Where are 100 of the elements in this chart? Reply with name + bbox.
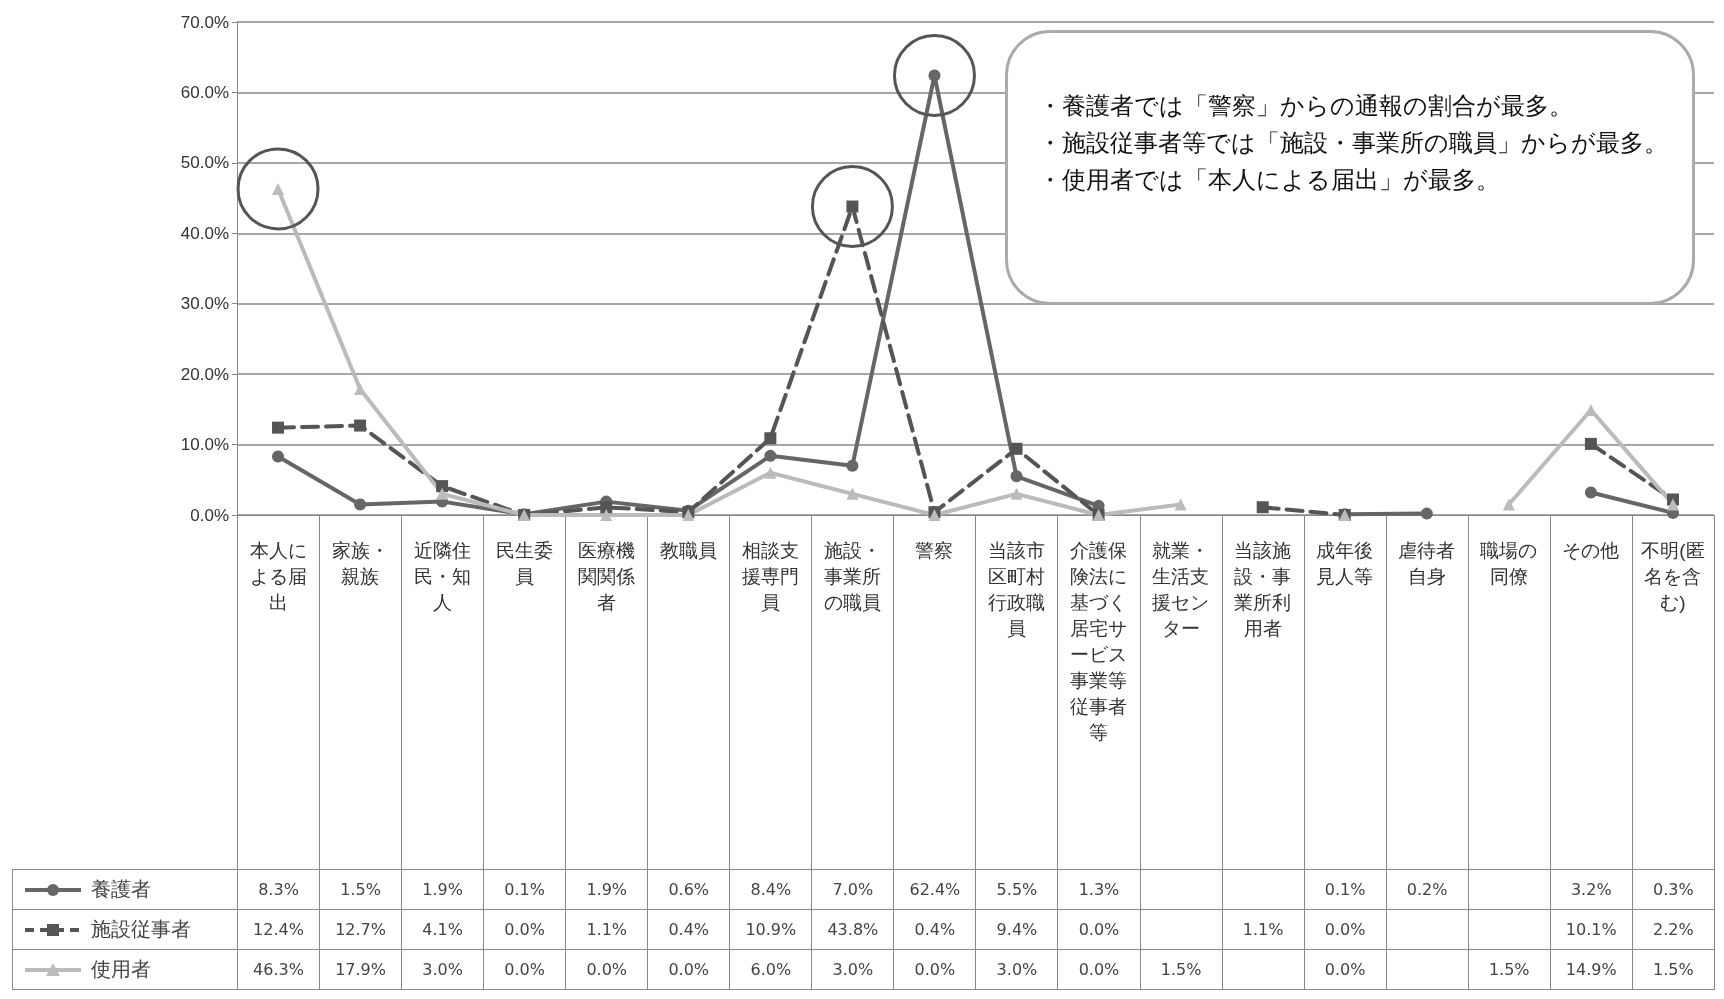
y-tick-label: 50.0%	[180, 153, 229, 173]
annotation: ・施設従事者等では「施設・事業所の職員」からが最多。	[1038, 128, 1669, 159]
data-label: 3.2%	[1550, 869, 1633, 910]
point	[1256, 501, 1269, 514]
data-label: 7.0%	[811, 869, 894, 910]
x-tick-label: 警察	[915, 539, 954, 561]
data-label: 0.0%	[893, 949, 976, 990]
data-label: 0.2%	[1386, 869, 1469, 910]
data-label: 0.0%	[647, 949, 730, 990]
y-tick-label: 20.0%	[180, 364, 229, 384]
legend-label: 施設従事者	[91, 916, 191, 943]
point	[928, 69, 941, 82]
callout-box: ・養護者では「警察」からの通報の割合が最多。 ・施設従事者等では「施設・事業所の職員」からが最多。 ・使用者では「本人による届出」が最多。	[1005, 30, 1695, 305]
x-tick-label: 民生委員	[495, 539, 553, 587]
point	[354, 498, 367, 511]
x-tick-label: 当該市区町村行政職員	[988, 539, 1046, 639]
x-tick-label: 就業・生活支援センター	[1152, 539, 1210, 639]
y-tick-label: 70.0%	[180, 12, 229, 32]
x-tick-label: 相談支援専門員	[741, 539, 799, 613]
legend-label: 養護者	[91, 876, 151, 903]
point	[1010, 442, 1023, 455]
point	[846, 487, 859, 500]
data-label: 17.9%	[319, 949, 402, 990]
data-label: 3.0%	[975, 949, 1058, 990]
y-tick-label: 60.0%	[180, 82, 229, 102]
x-tick-label: 施設・事業所の職員	[823, 539, 881, 613]
data-label: 0.3%	[1632, 869, 1715, 910]
x-tick-label: 家族・親族	[331, 539, 389, 587]
annotation: ・使用者では「本人による届出」が最多。	[1038, 165, 1501, 196]
x-tick-label: 教職員	[659, 539, 717, 561]
x-tick-label: その他	[1562, 539, 1620, 561]
data-label: 4.1%	[401, 909, 484, 950]
point	[846, 459, 859, 472]
data-label: 3.0%	[401, 949, 484, 990]
x-tick-label: 医療機関関係者	[577, 539, 635, 613]
point	[600, 501, 613, 514]
data-label: 12.7%	[319, 909, 402, 950]
x-tick-label: 介護保険法に基づく居宅サービス事業等従事者等	[1070, 539, 1128, 743]
data-label: 0.0%	[483, 949, 566, 990]
data-label: 1.5%	[1468, 949, 1551, 990]
point	[764, 432, 777, 445]
data-label: 0.0%	[1057, 949, 1141, 990]
data-label: 1.9%	[565, 869, 648, 910]
x-tick-label: 本人による届出	[249, 539, 307, 613]
data-label: 0.4%	[893, 909, 976, 950]
point	[764, 449, 777, 462]
data-label: 10.9%	[729, 909, 812, 950]
data-label: 1.9%	[401, 869, 484, 910]
data-label: 1.5%	[1140, 949, 1223, 990]
data-label: 3.0%	[811, 949, 894, 990]
data-label: 62.4%	[893, 869, 976, 910]
x-tick-label: 当該施設・事業所利用者	[1234, 539, 1292, 639]
data-label: 0.6%	[647, 869, 730, 910]
legend-label: 使用者	[91, 956, 151, 983]
point	[600, 509, 613, 521]
data-label: 6.0%	[729, 949, 812, 990]
data-label: 0.1%	[483, 869, 566, 910]
point	[1010, 487, 1023, 500]
point	[272, 421, 285, 434]
y-tick-label: 40.0%	[180, 223, 229, 243]
point	[1584, 486, 1597, 499]
point	[1010, 470, 1023, 483]
y-tick-label: 0.0%	[190, 505, 229, 525]
y-tick-label: 10.0%	[180, 435, 229, 455]
data-label: 46.3%	[237, 949, 320, 990]
data-label: 9.4%	[975, 909, 1058, 950]
point	[1420, 507, 1433, 520]
annotation: ・養護者では「警察」からの通報の割合が最多。	[1038, 91, 1574, 122]
data-label: 0.0%	[483, 909, 566, 950]
point	[272, 182, 285, 195]
point	[1584, 437, 1597, 450]
data-label: 0.0%	[1057, 909, 1141, 950]
x-tick-label: 成年後見人等	[1316, 539, 1374, 587]
data-label: 8.4%	[729, 869, 812, 910]
data-label: 0.4%	[647, 909, 730, 950]
data-label: 14.9%	[1550, 949, 1633, 990]
data-label: 0.0%	[565, 949, 648, 990]
data-label: 1.3%	[1057, 869, 1141, 910]
point	[846, 200, 859, 213]
data-label: 1.1%	[565, 909, 648, 950]
data-label: 1.5%	[319, 869, 402, 910]
x-tick-label: 職場の同僚	[1480, 539, 1538, 587]
point	[436, 480, 449, 493]
data-label: 5.5%	[975, 869, 1058, 910]
data-label: 8.3%	[237, 869, 320, 910]
data-label: 0.0%	[1304, 909, 1387, 950]
data-label: 1.5%	[1632, 949, 1715, 990]
data-label: 0.0%	[1304, 949, 1387, 990]
x-tick-label: 虐待者自身	[1398, 539, 1456, 587]
data-label: 2.2%	[1632, 909, 1715, 950]
point	[1174, 498, 1187, 511]
x-tick-label: 近隣住民・知人	[413, 539, 471, 613]
data-label: 43.8%	[811, 909, 894, 950]
point	[1666, 498, 1679, 511]
data-label: 10.1%	[1550, 909, 1633, 950]
point	[1502, 498, 1515, 511]
data-label: 1.1%	[1222, 909, 1305, 950]
point	[272, 450, 285, 463]
data-label: 0.1%	[1304, 869, 1387, 910]
data-label: 12.4%	[237, 909, 320, 950]
